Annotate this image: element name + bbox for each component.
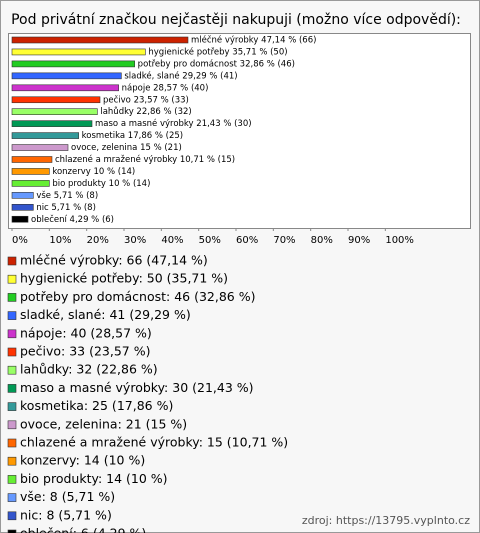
bar-label: vše 5,71 % (8) bbox=[36, 190, 98, 201]
bar-label: chlazené a mražené výrobky 10,71 % (15) bbox=[55, 154, 235, 165]
bar-label: konzervy 10 % (14) bbox=[52, 167, 135, 177]
legend-swatch bbox=[7, 402, 17, 411]
x-tick-label: 40% bbox=[161, 235, 183, 246]
bar bbox=[11, 60, 135, 68]
bar bbox=[11, 215, 29, 223]
legend-label: oblečení: 6 (4,29 %) bbox=[20, 526, 146, 533]
legend-label: maso a masné výrobky: 30 (21,43 %) bbox=[20, 380, 254, 395]
bar-label: lahůdky 22,86 % (32) bbox=[100, 106, 191, 117]
bar-label: nic 5,71 % (8) bbox=[36, 203, 96, 213]
x-tick-label: 20% bbox=[87, 235, 109, 246]
bar bbox=[11, 36, 189, 44]
bar bbox=[11, 72, 122, 80]
legend-swatch bbox=[7, 384, 17, 393]
bar-label: bio produkty 10 % (14) bbox=[52, 179, 150, 189]
legend-swatch bbox=[7, 511, 17, 521]
bar bbox=[11, 96, 101, 104]
legend-swatch bbox=[7, 311, 17, 320]
bar-label: mléčné výrobky 47,14 % (66) bbox=[191, 35, 316, 46]
bar-label: nápoje 28,57 % (40) bbox=[122, 83, 209, 93]
legend-swatch bbox=[7, 475, 17, 484]
bar bbox=[11, 132, 79, 139]
legend-swatch bbox=[7, 438, 17, 448]
bar-label: maso a masné výrobky 21,43 % (30) bbox=[95, 118, 252, 129]
x-tick-label: 50% bbox=[199, 235, 221, 246]
legend-swatch bbox=[7, 493, 17, 502]
legend-swatch bbox=[7, 529, 17, 533]
legend-label: konzervy: 14 (10 %) bbox=[20, 453, 145, 468]
legend-label: ovoce, zelenina: 21 (15 %) bbox=[20, 416, 187, 431]
legend-swatch bbox=[7, 274, 17, 284]
legend-swatch bbox=[7, 293, 17, 302]
legend-label: sladké, slané: 41 (29,29 %) bbox=[20, 307, 191, 322]
legend-swatch bbox=[7, 256, 17, 266]
chart-title: Pod privátní značkou nejčastěji nakupuji… bbox=[11, 12, 461, 28]
legend-label: mléčné výrobky: 66 (47,14 %) bbox=[20, 253, 208, 268]
x-tick-label: 70% bbox=[273, 235, 295, 246]
bar bbox=[11, 144, 69, 151]
x-tick-label: 90% bbox=[348, 235, 370, 246]
bar-label: sladké, slané 29,29 % (41) bbox=[124, 70, 237, 81]
bar bbox=[11, 84, 119, 92]
x-tick-label: 100% bbox=[385, 235, 414, 246]
bar bbox=[11, 192, 34, 199]
bar bbox=[11, 180, 50, 187]
bar bbox=[11, 108, 98, 115]
bar-label: pečivo 23,57 % (33) bbox=[103, 94, 189, 105]
bar bbox=[11, 48, 146, 56]
legend-label: pečivo: 33 (23,57 %) bbox=[20, 344, 150, 359]
legend-label: chlazené a mražené výrobky: 15 (10,71 %) bbox=[20, 435, 288, 450]
legend-swatch bbox=[7, 420, 17, 430]
bar-label: potřeby pro domácnost 32,86 % (46) bbox=[138, 59, 295, 69]
legend-label: potřeby pro domácnost: 46 (32,86 %) bbox=[20, 289, 256, 304]
x-tick-label: 30% bbox=[124, 235, 146, 246]
x-tick-label: 10% bbox=[49, 235, 71, 246]
legend-swatch bbox=[7, 456, 17, 466]
legend-label: nic: 8 (5,71 %) bbox=[20, 507, 112, 522]
bar-label: oblečení 4,29 % (6) bbox=[31, 214, 114, 225]
source: zdroj: https://13795.vyplnto.cz bbox=[302, 514, 470, 527]
bar bbox=[11, 156, 53, 163]
legend-swatch bbox=[7, 365, 17, 375]
legend-label: nápoje: 40 (28,57 %) bbox=[20, 325, 152, 340]
legend-label: vše: 8 (5,71 %) bbox=[20, 489, 115, 504]
x-tick-label: 60% bbox=[236, 235, 258, 246]
legend-label: hygienické potřeby: 50 (35,71 %) bbox=[20, 271, 228, 286]
bar-label: ovoce, zelenina 15 % (21) bbox=[71, 143, 182, 153]
legend-label: bio produkty: 14 (10 %) bbox=[20, 471, 168, 486]
legend-label: kosmetika: 25 (17,86 %) bbox=[20, 398, 173, 413]
bar-label: kosmetika 17,86 % (25) bbox=[82, 131, 183, 141]
bar bbox=[11, 120, 93, 127]
legend-label: lahůdky: 32 (22,86 %) bbox=[20, 362, 158, 377]
legend-swatch bbox=[7, 329, 17, 339]
bar bbox=[11, 204, 34, 211]
legend-swatch bbox=[7, 347, 17, 357]
x-tick-label: 0% bbox=[12, 235, 28, 246]
bar bbox=[11, 168, 50, 175]
bar-label: hygienické potřeby 35,71 % (50) bbox=[148, 46, 287, 57]
x-tick-label: 80% bbox=[311, 235, 333, 246]
